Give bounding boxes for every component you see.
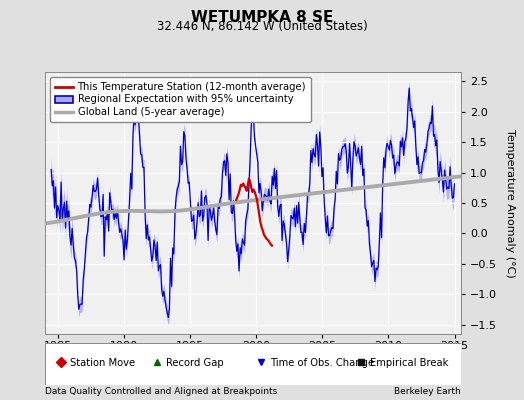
Text: Record Gap: Record Gap [166,358,224,368]
FancyBboxPatch shape [45,343,461,385]
Y-axis label: Temperature Anomaly (°C): Temperature Anomaly (°C) [506,129,516,277]
Legend: This Temperature Station (12-month average), Regional Expectation with 95% uncer: This Temperature Station (12-month avera… [50,77,311,122]
Text: 32.446 N, 86.142 W (United States): 32.446 N, 86.142 W (United States) [157,20,367,33]
Text: Berkeley Earth: Berkeley Earth [395,387,461,396]
Text: Time of Obs. Change: Time of Obs. Change [270,358,375,368]
Text: Data Quality Controlled and Aligned at Breakpoints: Data Quality Controlled and Aligned at B… [45,387,277,396]
Text: WETUMPKA 8 SE: WETUMPKA 8 SE [191,10,333,25]
Text: Station Move: Station Move [70,358,136,368]
Text: Empirical Break: Empirical Break [370,358,449,368]
